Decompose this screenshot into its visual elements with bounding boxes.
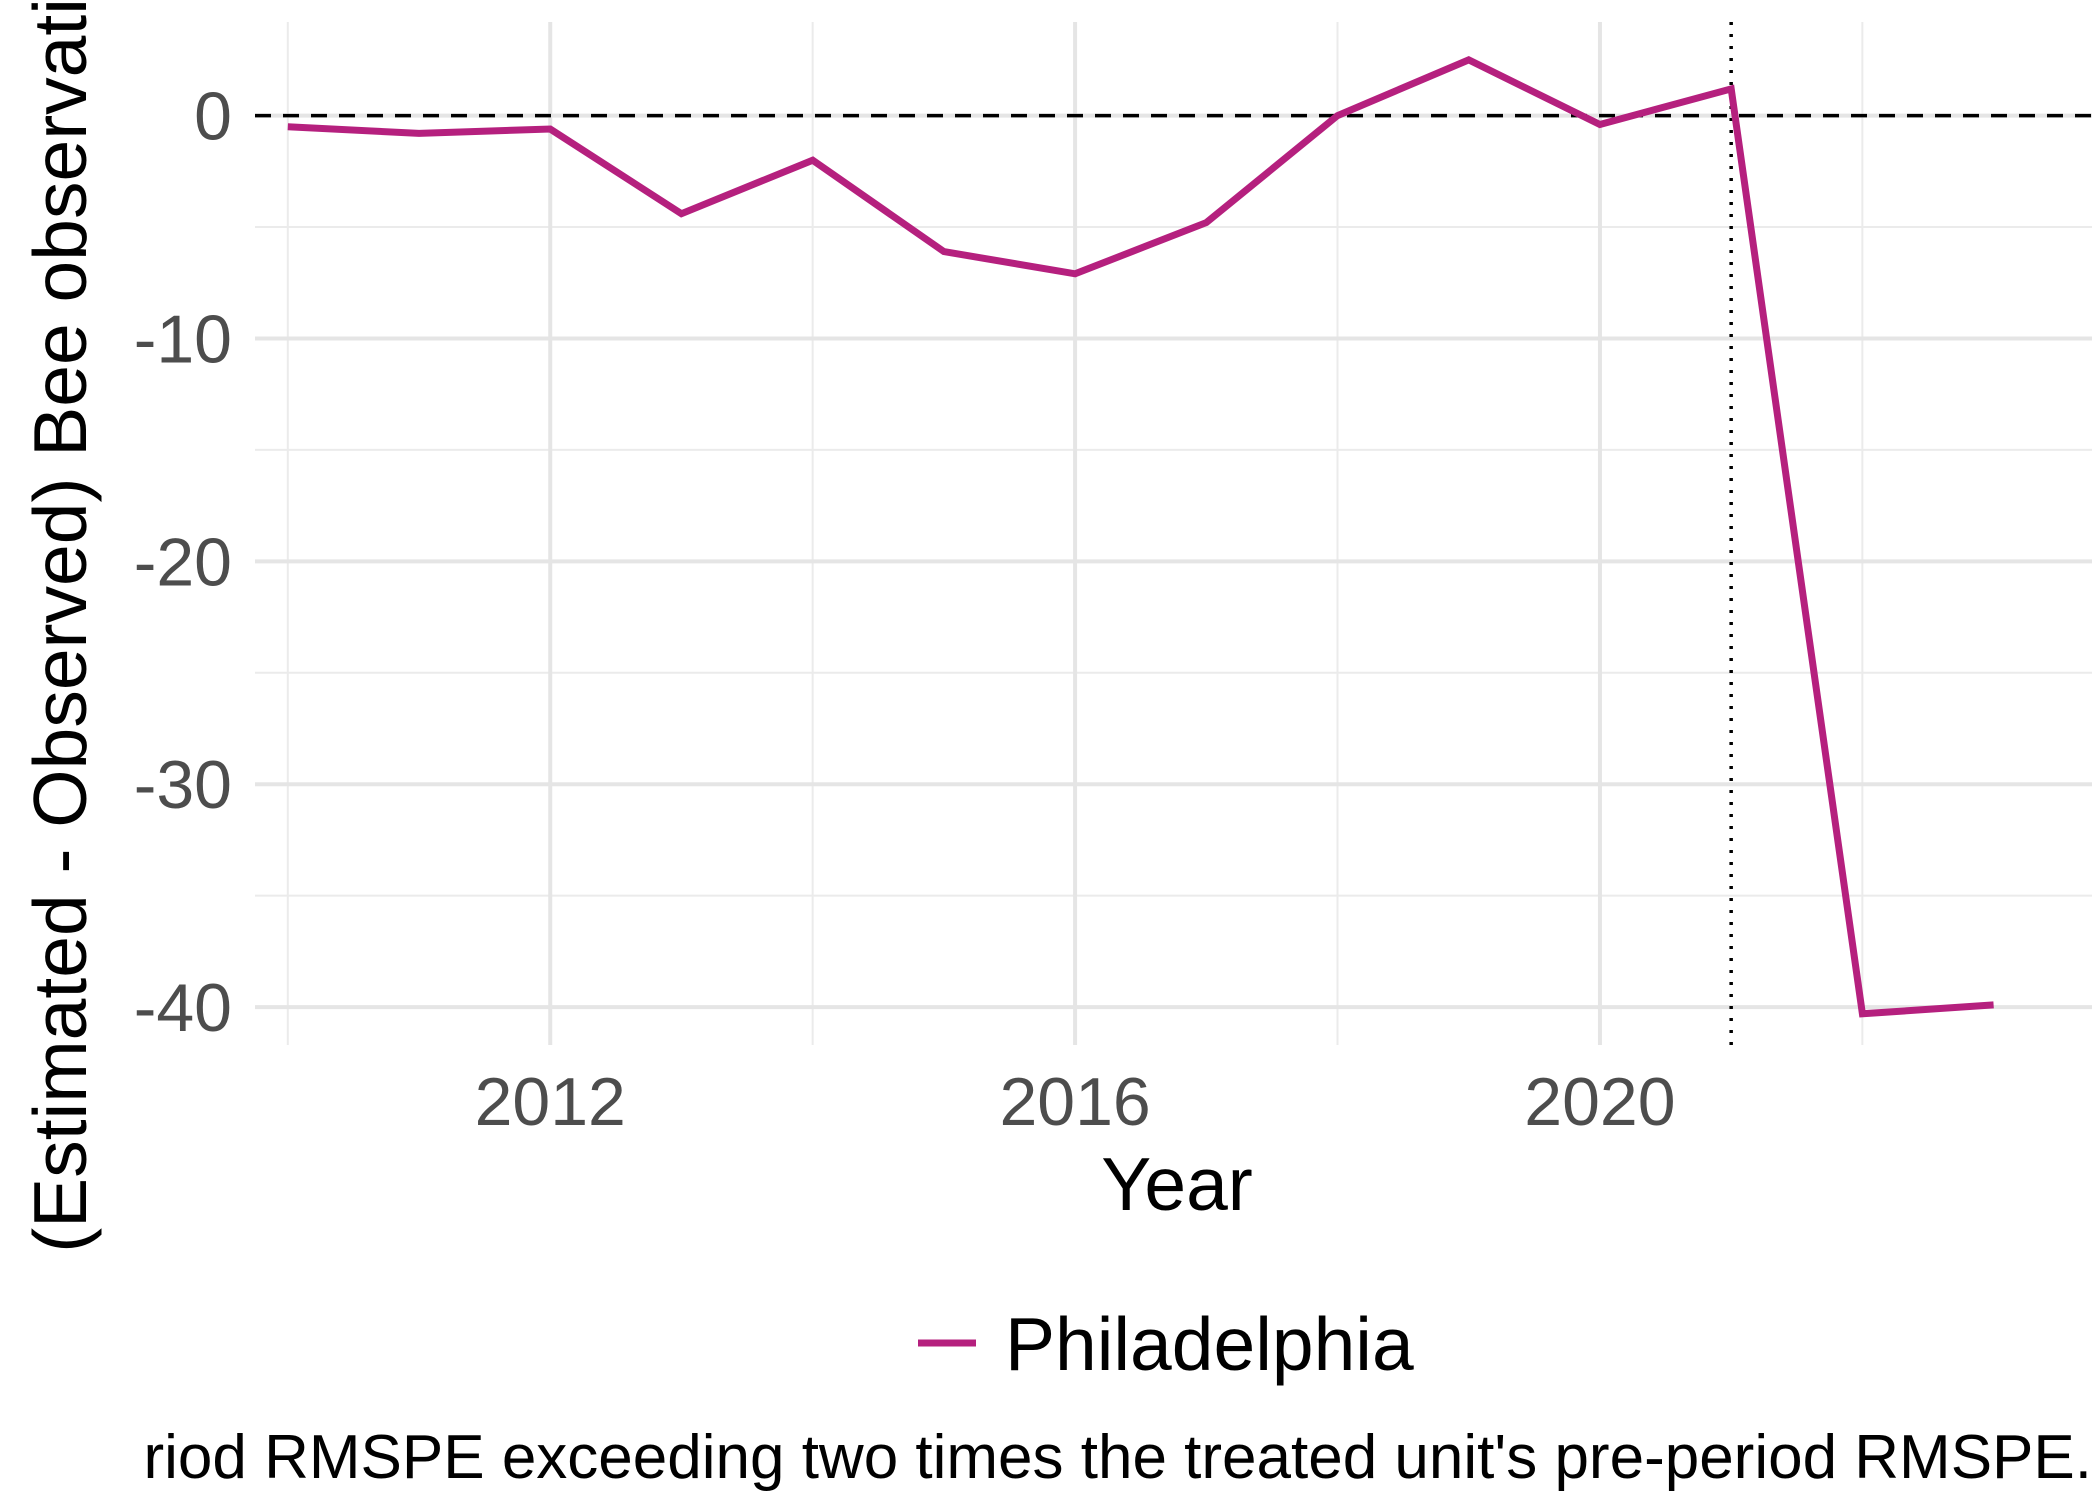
x-tick-label: 2012: [475, 1064, 626, 1140]
reference-lines: [255, 22, 2092, 1045]
chart-caption: riod RMSPE exceeding two times the treat…: [144, 1423, 2093, 1492]
grid: [255, 22, 2092, 1045]
y-tick-label: -10: [134, 301, 232, 377]
legend: Philadelphia: [918, 1302, 1414, 1386]
y-tick-label: -20: [134, 524, 232, 600]
y-axis-title: (Estimated - Observed) Bee observations: [18, 0, 102, 1253]
x-tick-label: 2016: [999, 1064, 1150, 1140]
y-tick-label: -40: [134, 970, 232, 1046]
y-axis-tick-labels: 0 -10 -20 -30 -40: [134, 79, 232, 1047]
x-axis-title: Year: [1101, 1142, 1253, 1226]
x-tick-label: 2020: [1524, 1064, 1675, 1140]
y-tick-label: -30: [134, 747, 232, 823]
series: [287, 56, 1994, 1018]
y-tick-label: 0: [194, 79, 232, 155]
series-line-philadelphia: [287, 56, 1994, 1018]
x-axis-tick-labels: 2012 2016 2020: [475, 1064, 1676, 1140]
legend-label-philadelphia: Philadelphia: [1005, 1302, 1414, 1386]
